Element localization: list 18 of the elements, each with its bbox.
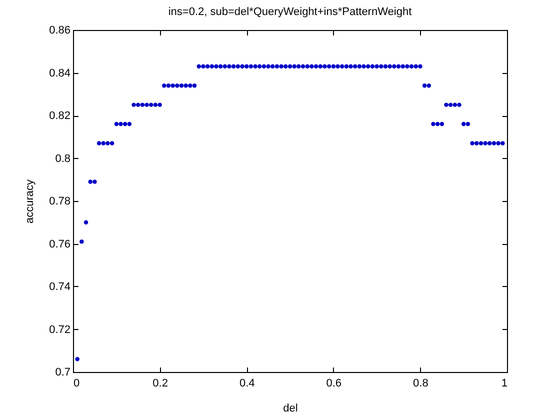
chart-title: ins=0.2, sub=del*QueryWeight+ins*PatternWeight <box>168 6 412 18</box>
x-tick-label: 0.2 <box>152 378 168 390</box>
y-tick-label: 0.76 <box>49 238 70 250</box>
y-axis-title: accuracy <box>24 179 36 224</box>
y-tick-label: 0.86 <box>49 24 70 36</box>
y-tick-label: 0.84 <box>49 67 70 80</box>
y-tick-label: 0.82 <box>49 110 70 122</box>
y-tick-label: 0.72 <box>49 324 70 336</box>
y-tick-label: 0.78 <box>49 196 70 208</box>
y-tick-label: 0.74 <box>49 281 70 293</box>
y-tick-label: 0.7 <box>55 366 70 378</box>
x-tick-label: 0.6 <box>326 378 342 390</box>
y-tick-label: 0.8 <box>55 152 70 165</box>
x-tick-label: 0.8 <box>413 378 428 390</box>
x-tick-label: 0 <box>74 378 80 390</box>
x-tick-label: 0.4 <box>239 378 255 390</box>
x-tick-label: 1 <box>501 378 508 390</box>
x-axis-title: del <box>283 402 298 414</box>
